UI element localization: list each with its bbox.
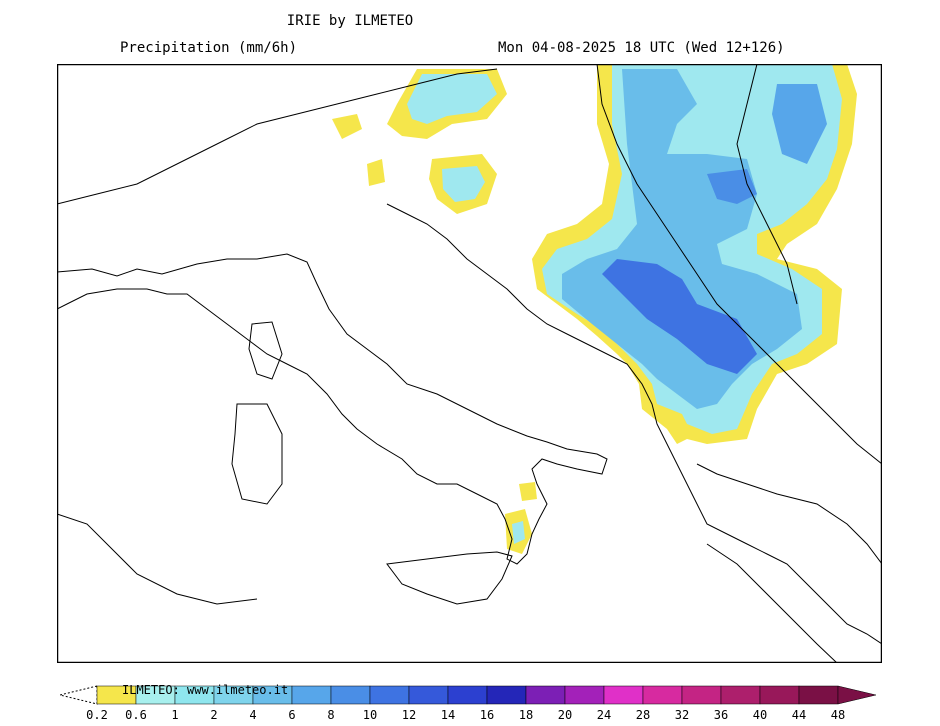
corsica-outline [248,321,283,380]
legend-swatch [720,685,761,705]
precip-layer [332,64,857,554]
precip-alps-small-1 [332,114,362,139]
legend-tick-labels: 0.2 0.6 1 2 4 6 8 10 12 14 16 18 20 24 28 32 36 40 44 48 [86,708,845,722]
sicily-outline [386,551,513,605]
variable-label: Precipitation (mm/6h) [120,40,298,56]
legend-tick-label: 32 [675,708,689,722]
legend-swatch [369,685,410,705]
legend-tick-label: 28 [636,708,650,722]
legend-swatch [603,685,644,705]
precip-romania-blob [772,84,827,164]
legend-swatch [564,685,605,705]
legend-swatch [642,685,683,705]
legend-tick-label: 1 [171,708,178,722]
legend-tick-label: 18 [519,708,533,722]
legend-swatch [759,685,800,705]
legend-tick-label: 24 [597,708,611,722]
legend-tick-label: 44 [792,708,806,722]
precip-alps-small-2 [367,159,385,186]
map-frame [57,64,882,663]
precipitation-map [57,64,882,663]
legend-left-arrow [60,685,98,705]
legend-credit: ILMETEO: www.ilmeteo.it [122,683,288,697]
legend-swatches [60,685,877,705]
legend-tick-label: 48 [831,708,845,722]
legend-tick-label: 0.6 [125,708,147,722]
precip-calabria-cyan [512,521,525,544]
legend-swatch [525,685,566,705]
legend-tick-label: 6 [288,708,295,722]
legend-swatch [681,685,722,705]
legend-tick-label: 12 [402,708,416,722]
precip-balkans-deep-2 [707,169,757,204]
legend-right-arrow [837,685,877,705]
chart-title: IRIE by ILMETEO [286,13,414,29]
precip-slovenia-cyan [442,166,485,202]
legend-tick-label: 36 [714,708,728,722]
legend-tick-label: 0.2 [86,708,108,722]
precip-balkans-mid [562,69,802,409]
legend-swatch [330,685,371,705]
legend-tick-label: 16 [480,708,494,722]
precip-alps-cyan [407,74,497,124]
precip-calabria-north [519,482,537,501]
legend-swatch [408,685,449,705]
precip-balkans-deep [602,259,757,374]
legend-tick-label: 20 [558,708,572,722]
legend-tick-label: 14 [441,708,455,722]
legend-tick-label: 8 [327,708,334,722]
legend-swatch [291,685,332,705]
valid-time-label: Mon 04-08-2025 18 UTC (Wed 12+126) [498,40,785,56]
legend-tick-label: 40 [753,708,767,722]
legend-swatch [798,685,839,705]
legend-tick-label: 10 [363,708,377,722]
legend-tick-label: 4 [249,708,256,722]
sardinia-outline [231,403,283,505]
legend-tick-label: 2 [210,708,217,722]
legend-swatch [486,685,527,705]
coastlines [57,64,882,663]
legend-swatch [447,685,488,705]
colorbar-legend: 0.2 0.6 1 2 4 6 8 10 12 14 16 18 20 24 28 32 36 40 44 48 IL… [60,683,877,722]
